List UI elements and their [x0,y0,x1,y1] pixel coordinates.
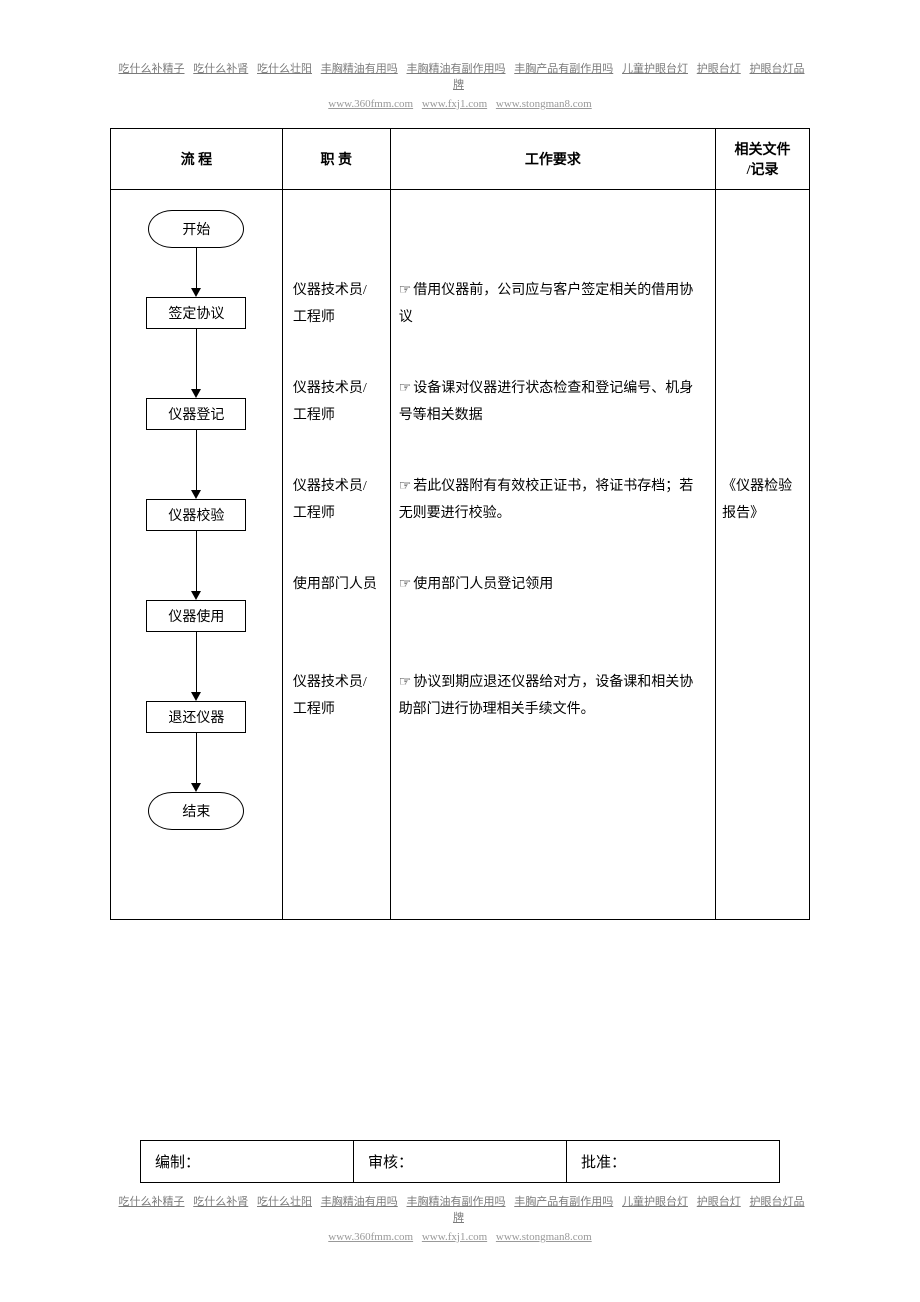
ftr-link[interactable]: 丰胸产品有副作用吗 [514,1196,613,1208]
hdr-link[interactable]: 护眼台灯 [697,63,741,75]
th-role: 职 责 [282,129,390,190]
th-doc: 相关文件 /记录 [716,129,810,190]
flow-start: 开始 [148,210,244,248]
req-body: 借用仪器前，公司应与客户签定相关的借用协议 [399,283,694,325]
hdr-link[interactable]: 丰胸精油有副作用吗 [407,63,506,75]
sig-compile: 编制： [141,1141,354,1183]
hdr-sublink[interactable]: www.stongman8.com [496,98,592,110]
doc-ref: 《仪器检验报告》 [716,474,809,572]
hdr-sublink[interactable]: www.fxj1.com [422,98,487,110]
req-text: ☞设备课对仪器进行状态检查和登记编号、机身号等相关数据 [391,376,715,474]
hdr-link[interactable]: 吃什么壮阳 [257,63,312,75]
req-body: 设备课对仪器进行状态检查和登记编号、机身号等相关数据 [399,381,694,423]
th-flow: 流 程 [111,129,283,190]
ftr-link[interactable]: 吃什么补肾 [193,1196,248,1208]
header-sublink-row: www.360fmm.com www.fxj1.com www.stongman… [0,98,920,110]
role-text: 仪器技术员/工程师 [283,278,390,376]
footer-sublink-row: www.360fmm.com www.fxj1.com www.stongman… [0,1231,920,1243]
req-text: ☞借用仪器前，公司应与客户签定相关的借用协议 [391,278,715,376]
arrow-down-icon [191,329,201,398]
flow-step-4: 仪器使用 [146,600,246,632]
ftr-link[interactable]: 丰胸精油有用吗 [321,1196,398,1208]
pointer-icon: ☞ [399,670,412,697]
pointer-icon: ☞ [399,572,412,599]
flow-step-5: 退还仪器 [146,701,246,733]
hdr-sublink[interactable]: www.360fmm.com [328,98,413,110]
hdr-link[interactable]: 丰胸精油有用吗 [321,63,398,75]
hdr-link[interactable]: 丰胸产品有副作用吗 [514,63,613,75]
role-text: 使用部门人员 [283,572,390,670]
sig-approve: 批准： [567,1141,780,1183]
ftr-sublink[interactable]: www.fxj1.com [422,1231,487,1243]
flow-step-1: 签定协议 [146,297,246,329]
role-column: 仪器技术员/工程师 仪器技术员/工程师 仪器技术员/工程师 使用部门人员 仪器技… [283,190,390,768]
req-text: ☞若此仪器附有有效校正证书，将证书存档；若无则要进行校验。 [391,474,715,572]
ftr-link[interactable]: 护眼台灯 [697,1196,741,1208]
role-text: 仪器技术员/工程师 [283,670,390,768]
role-text: 仪器技术员/工程师 [283,376,390,474]
ftr-link[interactable]: 吃什么壮阳 [257,1196,312,1208]
flow-step-3: 仪器校验 [146,499,246,531]
ftr-link[interactable]: 丰胸精油有副作用吗 [407,1196,506,1208]
hdr-link[interactable]: 吃什么补肾 [193,63,248,75]
ftr-sublink[interactable]: www.stongman8.com [496,1231,592,1243]
th-doc-l1: 相关文件 [735,143,791,158]
arrow-down-icon [191,531,201,600]
flow-end: 结束 [148,792,244,830]
hdr-link[interactable]: 吃什么补精子 [119,63,185,75]
header-link-row: 吃什么补精子 吃什么补肾 吃什么壮阳 丰胸精油有用吗 丰胸精油有副作用吗 丰胸产… [110,60,810,92]
pointer-icon: ☞ [399,474,412,501]
hdr-link[interactable]: 儿童护眼台灯 [622,63,688,75]
arrow-down-icon [191,248,201,297]
flow-step-2: 仪器登记 [146,398,246,430]
pointer-icon: ☞ [399,376,412,403]
pointer-icon: ☞ [399,278,412,305]
ftr-link[interactable]: 吃什么补精子 [119,1196,185,1208]
th-req: 工作要求 [390,129,715,190]
role-text: 仪器技术员/工程师 [283,474,390,572]
req-body: 使用部门人员登记领用 [413,577,553,592]
arrow-down-icon [191,733,201,792]
arrow-down-icon [191,632,201,701]
th-doc-l2: /记录 [747,163,779,178]
flowchart: 开始 签定协议 仪器登记 仪器校验 仪器使用 退还仪器 结束 [111,210,282,830]
req-body: 协议到期应退还仪器给对方，设备课和相关协助部门进行协理相关手续文件。 [399,675,694,717]
requirement-column: ☞借用仪器前，公司应与客户签定相关的借用协议 ☞设备课对仪器进行状态检查和登记编… [391,190,715,768]
doc-column: 《仪器检验报告》 [716,190,809,572]
ftr-link[interactable]: 儿童护眼台灯 [622,1196,688,1208]
ftr-sublink[interactable]: www.360fmm.com [328,1231,413,1243]
req-body: 若此仪器附有有效校正证书，将证书存档；若无则要进行校验。 [399,479,694,521]
footer-link-row: 吃什么补精子 吃什么补肾 吃什么壮阳 丰胸精油有用吗 丰胸精油有副作用吗 丰胸产… [110,1193,810,1225]
req-text: ☞使用部门人员登记领用 [391,572,715,670]
arrow-down-icon [191,430,201,499]
sig-review: 审核： [354,1141,567,1183]
req-text: ☞协议到期应退还仪器给对方，设备课和相关协助部门进行协理相关手续文件。 [391,670,715,768]
process-table: 流 程 职 责 工作要求 相关文件 /记录 开始 签定协议 仪器登记 仪器校验 [110,128,810,920]
signature-table: 编制： 审核： 批准： [140,1140,780,1183]
